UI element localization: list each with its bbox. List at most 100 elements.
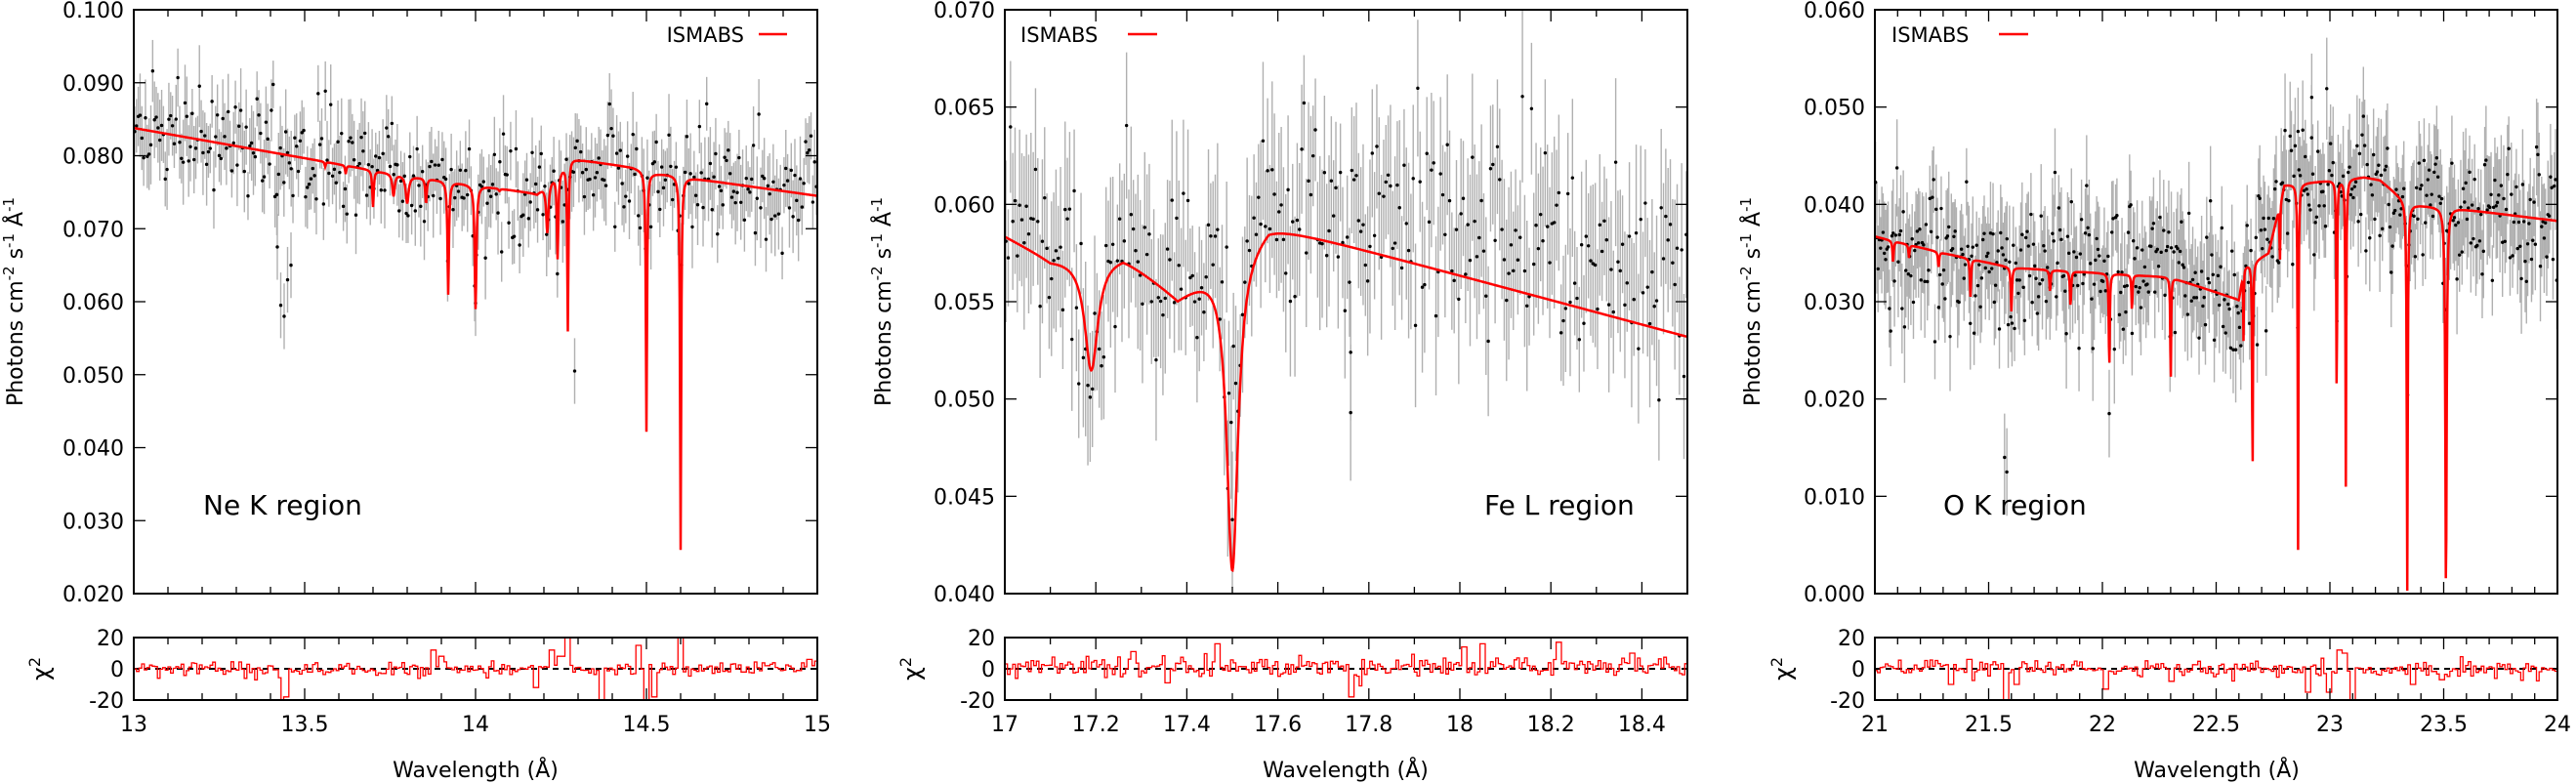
y-tick-label: 0.080 [62, 145, 124, 170]
data-point [1382, 194, 1386, 198]
data-point [1192, 300, 1197, 304]
data-point [176, 75, 180, 80]
data-point [357, 161, 361, 166]
data-point [710, 208, 714, 212]
data-point [1971, 245, 1975, 249]
data-point [2413, 255, 2418, 259]
data-point [2467, 206, 2471, 210]
data-point [614, 151, 619, 155]
data-point [795, 198, 799, 203]
data-point [727, 148, 730, 152]
data-point [1996, 249, 2000, 253]
data-point [1350, 168, 1354, 173]
data-point [1438, 172, 1442, 176]
data-point [2417, 161, 2421, 165]
data-point [812, 160, 816, 164]
data-point [2305, 187, 2308, 191]
data-point [2288, 134, 2292, 139]
data-point [2210, 253, 2214, 257]
data-point [144, 116, 147, 120]
data-point [1043, 195, 1047, 200]
data-point [167, 117, 171, 121]
data-point [430, 159, 434, 164]
data-point [2173, 330, 2178, 335]
data-point [329, 103, 333, 106]
data-point [379, 188, 383, 192]
residual-tick-labels: -20 0 20 [960, 627, 995, 714]
data-point [2533, 242, 2538, 246]
data-point [2034, 276, 2038, 280]
data-point [2066, 251, 2071, 256]
data-point [2264, 329, 2268, 333]
data-point [719, 188, 724, 192]
data-point [1652, 305, 1656, 309]
data-point [381, 151, 385, 156]
data-point [686, 182, 690, 186]
data-point [2536, 152, 2540, 157]
data-point [1961, 252, 1965, 257]
data-point [2040, 278, 2045, 282]
data-point [1512, 268, 1516, 273]
data-point [2245, 224, 2249, 227]
data-point [1100, 364, 1103, 368]
data-point [1589, 259, 1593, 263]
data-point [2083, 231, 2088, 235]
data-point [618, 148, 622, 152]
data-point [1929, 229, 1933, 233]
data-point [1600, 249, 1604, 254]
data-point [2094, 258, 2098, 263]
data-point [1220, 280, 1225, 284]
data-point [210, 100, 214, 103]
data-point [190, 111, 194, 115]
data-point [2125, 283, 2129, 288]
data-point [537, 165, 542, 169]
data-point [2132, 238, 2136, 243]
data-point [1391, 246, 1394, 251]
data-point [2063, 289, 2067, 293]
data-point [2212, 338, 2217, 342]
data-point [780, 251, 784, 256]
data-point [1680, 248, 1683, 252]
data-point [1975, 283, 1980, 288]
data-point [2422, 158, 2427, 163]
data-point [731, 189, 736, 193]
data-point [2384, 164, 2389, 169]
data-point [2512, 220, 2516, 225]
data-point [2145, 282, 2149, 286]
data-point [2249, 248, 2253, 253]
data-point [2086, 226, 2090, 230]
data-point [1932, 340, 1937, 344]
data-point [1647, 321, 1652, 326]
data-point [1086, 384, 1090, 388]
data-point [411, 174, 416, 178]
data-point [248, 144, 252, 148]
data-point [2362, 144, 2367, 147]
data-point [2193, 270, 2197, 274]
data-point [180, 156, 184, 160]
data-point [637, 214, 641, 218]
data-point [2111, 217, 2115, 221]
data-point [2156, 265, 2161, 268]
data-point [235, 163, 239, 167]
data-point [674, 165, 679, 169]
y-axis-label: Photons cm-2 s-1 Å-1 [1737, 197, 1766, 406]
data-point [633, 172, 637, 177]
data-point [1881, 230, 1886, 234]
data-point [1059, 245, 1062, 249]
data-point [325, 158, 329, 162]
data-point [165, 167, 169, 172]
data-point [521, 213, 525, 217]
data-points [133, 68, 818, 373]
data-point [2026, 244, 2030, 248]
data-point [496, 211, 500, 215]
data-point [1070, 337, 1074, 342]
data-point [1558, 331, 1563, 335]
data-point [440, 157, 444, 162]
data-point [2027, 273, 2032, 278]
y-tick-label: 0.070 [934, 0, 995, 23]
data-point [2220, 226, 2224, 230]
data-point [304, 194, 308, 199]
residual-y-axis-label: χ2 [1767, 657, 1797, 681]
data-point [2010, 321, 2015, 325]
